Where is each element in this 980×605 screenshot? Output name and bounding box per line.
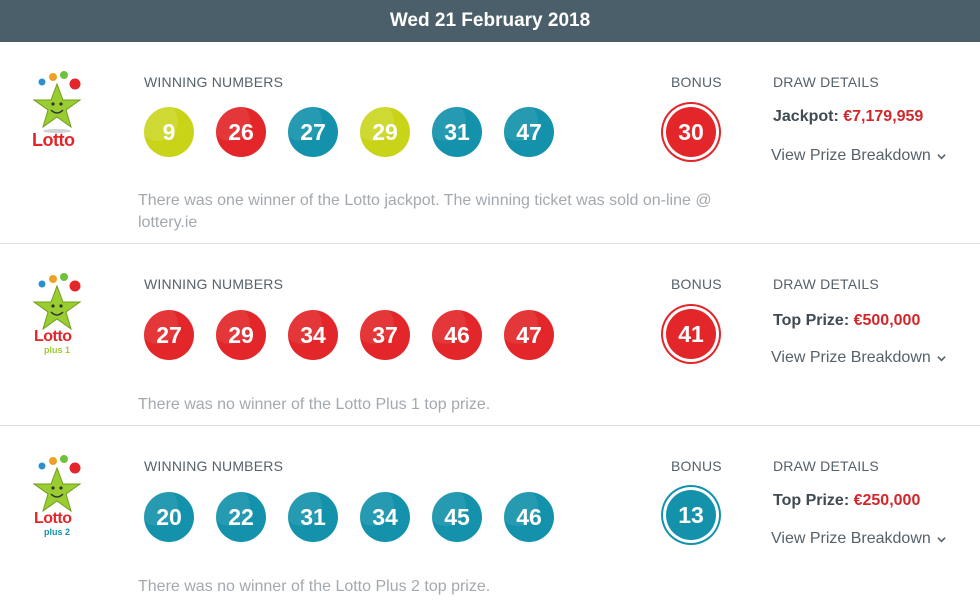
prize-label: Jackpot xyxy=(773,108,834,125)
chevron-down-icon xyxy=(937,536,946,542)
prize-amount: €250,000 xyxy=(853,492,921,509)
logo-text: Lotto xyxy=(32,130,75,150)
number-ball: 27 xyxy=(144,310,194,360)
draw-details-label: DRAW DETAILS xyxy=(773,458,879,474)
winning-numbers: 9 26 27 29 31 47 xyxy=(144,107,576,157)
number-ball: 31 xyxy=(432,107,482,157)
prize-label: Top Prize xyxy=(773,312,844,329)
view-prize-breakdown-link[interactable]: View Prize Breakdown xyxy=(771,147,946,165)
number-ball: 31 xyxy=(288,492,338,542)
draw-date: Wed 21 February 2018 xyxy=(389,10,591,31)
number-ball: 29 xyxy=(360,107,410,157)
logo-text: Lotto xyxy=(34,510,72,527)
logo-subtext: plus 2 xyxy=(44,527,71,537)
bonus-label: BONUS xyxy=(671,458,722,474)
number-ball: 9 xyxy=(144,107,194,157)
winning-numbers: 27 29 34 37 46 47 xyxy=(144,310,576,360)
bonus-label: BONUS xyxy=(671,74,722,90)
prize-line: Top Prize: €250,000 xyxy=(773,492,921,509)
draw-note: There was one winner of the Lotto jackpo… xyxy=(138,192,712,231)
draw-details-label: DRAW DETAILS xyxy=(773,74,879,90)
logo-subtext: plus 1 xyxy=(44,345,71,355)
number-ball: 20 xyxy=(144,492,194,542)
draw-lotto: Lotto WINNING NUMBERS BONUS DRAW DETAILS… xyxy=(0,42,980,244)
chevron-down-icon xyxy=(937,153,946,159)
chevron-down-icon xyxy=(937,355,946,361)
number-ball: 47 xyxy=(504,310,554,360)
bonus-ball: 30 xyxy=(666,107,716,157)
number-ball: 34 xyxy=(288,310,338,360)
bonus-label: BONUS xyxy=(671,276,722,292)
number-ball: 29 xyxy=(216,310,266,360)
prize-line: Top Prize: €500,000 xyxy=(773,312,921,329)
prize-line: Jackpot: €7,179,959 xyxy=(773,108,924,125)
number-ball: 22 xyxy=(216,492,266,542)
number-ball: 34 xyxy=(360,492,410,542)
logo-text: Lotto xyxy=(34,328,72,345)
draw-details-label: DRAW DETAILS xyxy=(773,276,879,292)
winning-numbers-label: WINNING NUMBERS xyxy=(144,276,284,292)
winning-numbers-label: WINNING NUMBERS xyxy=(144,458,284,474)
bonus-ball: 41 xyxy=(666,309,716,359)
prize-amount: €7,179,959 xyxy=(843,108,924,125)
view-prize-breakdown-link[interactable]: View Prize Breakdown xyxy=(771,530,946,548)
number-ball: 45 xyxy=(432,492,482,542)
draw-note: There was no winner of the Lotto Plus 2 … xyxy=(138,578,491,595)
number-ball: 46 xyxy=(432,310,482,360)
number-ball: 47 xyxy=(504,107,554,157)
number-ball: 46 xyxy=(504,492,554,542)
draw-lotto-plus-1: Lotto plus 1 WINNING NUMBERS BONUS DRAW … xyxy=(0,244,980,426)
draw-date-header: Wed 21 February 2018 xyxy=(0,0,980,42)
bonus-ball: 13 xyxy=(666,490,716,540)
view-prize-breakdown-link[interactable]: View Prize Breakdown xyxy=(771,349,946,367)
number-ball: 27 xyxy=(288,107,338,157)
number-ball: 26 xyxy=(216,107,266,157)
winning-numbers-label: WINNING NUMBERS xyxy=(144,74,284,90)
lotto-plus-2-logo-icon: Lotto plus 2 xyxy=(28,454,94,544)
winning-numbers: 20 22 31 34 45 46 xyxy=(144,492,576,542)
prize-amount: €500,000 xyxy=(853,312,921,329)
draw-note: There was no winner of the Lotto Plus 1 … xyxy=(138,396,491,413)
prize-label: Top Prize xyxy=(773,492,844,509)
lotto-plus-1-logo-icon: Lotto plus 1 xyxy=(28,272,94,362)
number-ball: 37 xyxy=(360,310,410,360)
draw-lotto-plus-2: Lotto plus 2 WINNING NUMBERS BONUS DRAW … xyxy=(0,426,980,605)
lotto-logo-icon: Lotto xyxy=(28,70,94,160)
